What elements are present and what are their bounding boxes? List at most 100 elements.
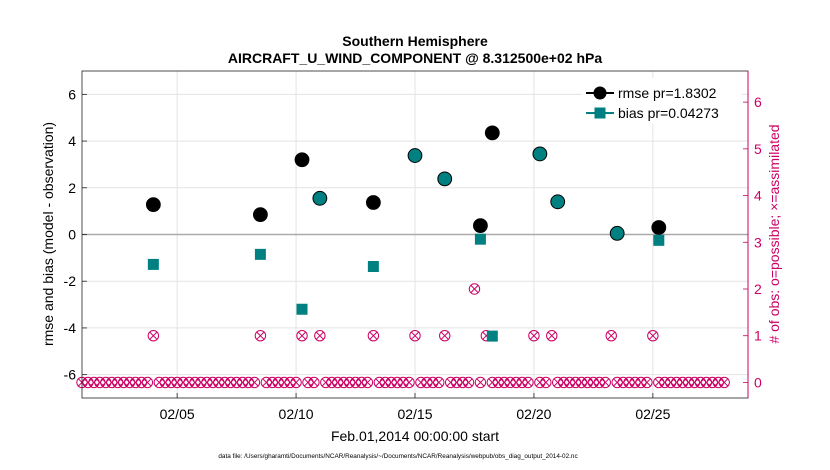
obs-assimilated-marker xyxy=(191,378,199,387)
obs-possible-marker xyxy=(552,376,564,389)
obs-assimilated-marker xyxy=(280,378,289,387)
obs-possible-marker xyxy=(379,376,391,389)
y2-axis-label: # of obs: o=possible; ×=assimilated xyxy=(766,124,782,343)
chart-subtitle: AIRCRAFT_U_WIND_COMPONENT @ 8.312500e+02… xyxy=(228,50,602,66)
obs-possible-marker xyxy=(629,376,641,389)
obs-possible-marker xyxy=(135,376,148,389)
obs-possible-marker xyxy=(82,376,94,389)
obs-possible-marker xyxy=(409,330,421,342)
obs-possible-marker xyxy=(367,330,380,342)
obs-possible-marker xyxy=(224,376,237,389)
y2-tick-label: 5 xyxy=(754,141,762,157)
obs-assimilated-marker xyxy=(250,378,259,387)
obs-possible-marker xyxy=(373,376,386,389)
obs-possible-marker xyxy=(563,376,576,389)
obs-assimilated-marker xyxy=(440,331,449,340)
obs-possible-marker xyxy=(129,376,142,389)
obs-assimilated-marker xyxy=(666,378,675,387)
obs-possible-marker xyxy=(219,376,231,389)
obs-assimilated-marker xyxy=(506,378,515,387)
obs-assimilated-marker xyxy=(529,331,538,340)
obs-possible-marker xyxy=(635,376,647,389)
obs-assimilated-marker xyxy=(357,378,366,387)
footnote: data file: /Users/gharamti/Documents/NCA… xyxy=(218,453,578,460)
obs-possible-marker xyxy=(664,376,677,389)
obs-possible-marker xyxy=(141,376,154,389)
obs-assimilated-marker xyxy=(660,378,669,387)
obs-assimilated-marker xyxy=(446,378,455,387)
obs-assimilated-marker xyxy=(143,378,152,387)
obs-assimilated-marker xyxy=(274,378,283,387)
obs-assimilated-marker xyxy=(512,378,521,387)
obs-possible-marker xyxy=(456,376,469,389)
obs-assimilated-marker xyxy=(405,378,414,387)
obs-assimilated-marker xyxy=(208,378,217,387)
y2-tick-label: 0 xyxy=(754,374,762,390)
obs-possible-marker xyxy=(123,376,136,389)
obs-assimilated-marker xyxy=(690,378,699,387)
obs-assimilated-marker xyxy=(304,378,312,387)
obs-possible-marker xyxy=(201,376,213,389)
obs-possible-marker xyxy=(712,376,724,389)
obs-assimilated-marker xyxy=(416,378,425,387)
obs-possible-marker xyxy=(569,376,582,389)
bias-point xyxy=(367,260,379,272)
rmse-point xyxy=(484,125,500,141)
obs-possible-marker xyxy=(254,330,267,342)
obs-possible-marker xyxy=(165,376,177,389)
obs-assimilated-marker xyxy=(571,378,580,387)
obs-possible-marker xyxy=(617,376,629,389)
bias-point xyxy=(610,226,624,240)
obs-assimilated-marker xyxy=(518,378,526,387)
bias-point xyxy=(551,195,565,209)
obs-assimilated-marker xyxy=(720,378,729,387)
rmse-point xyxy=(365,195,381,210)
obs-possible-marker xyxy=(242,376,255,389)
obs-possible-marker xyxy=(290,376,302,389)
obs-assimilated-marker xyxy=(464,378,473,387)
obs-assimilated-marker xyxy=(393,378,402,387)
obs-possible-marker xyxy=(183,376,195,389)
obs-assimilated-marker xyxy=(672,378,681,387)
obs-assimilated-marker xyxy=(411,331,419,340)
obs-possible-marker xyxy=(88,376,100,389)
obs-assimilated-marker xyxy=(232,378,241,387)
obs-possible-marker xyxy=(444,376,457,389)
obs-possible-marker xyxy=(391,376,403,389)
obs-assimilated-marker xyxy=(577,378,586,387)
legend-box xyxy=(582,78,742,124)
y-tick-label: -6 xyxy=(64,367,77,383)
obs-possible-marker xyxy=(522,376,534,389)
x-tick-label: 02/05 xyxy=(160,406,195,422)
obs-possible-marker xyxy=(528,330,540,342)
obs-possible-marker xyxy=(349,376,362,389)
rmse-point xyxy=(651,220,667,235)
obs-possible-marker xyxy=(248,376,261,389)
obs-assimilated-marker xyxy=(333,378,342,387)
obs-assimilated-marker xyxy=(238,378,247,387)
obs-assimilated-marker xyxy=(298,331,306,340)
obs-assimilated-marker xyxy=(113,378,122,387)
y2-tick-label: 4 xyxy=(754,188,762,204)
obs-possible-marker xyxy=(302,376,314,389)
obs-possible-marker xyxy=(688,376,701,389)
obs-assimilated-marker xyxy=(648,331,657,340)
obs-assimilated-marker xyxy=(458,378,467,387)
obs-assimilated-marker xyxy=(292,378,301,387)
obs-assimilated-marker xyxy=(678,378,687,387)
obs-possible-marker xyxy=(516,376,528,389)
obs-assimilated-marker xyxy=(637,378,645,387)
bias-point xyxy=(653,234,665,246)
obs-assimilated-marker xyxy=(470,285,479,293)
obs-assimilated-marker xyxy=(619,378,628,387)
obs-possible-marker xyxy=(320,376,332,389)
obs-possible-marker xyxy=(230,376,243,389)
obs-assimilated-marker xyxy=(381,378,390,387)
obs-possible-marker xyxy=(260,376,273,389)
rmse-point xyxy=(252,207,268,223)
obs-assimilated-marker xyxy=(387,378,396,387)
obs-possible-marker xyxy=(284,376,296,389)
obs-possible-marker xyxy=(510,376,522,389)
y2-tick-label: 6 xyxy=(754,94,762,110)
obs-possible-marker xyxy=(117,376,130,389)
